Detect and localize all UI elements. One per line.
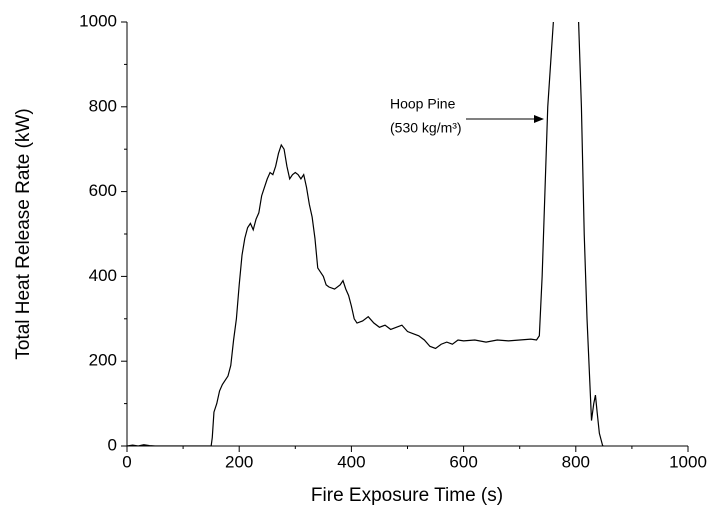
x-tick-label: 400	[337, 452, 365, 471]
y-tick-label: 800	[89, 96, 117, 115]
x-tick-label: 800	[562, 452, 590, 471]
y-tick-label: 1000	[79, 11, 117, 30]
x-tick-label: 0	[122, 452, 131, 471]
data-line	[127, 22, 604, 446]
y-tick-label: 400	[89, 266, 117, 285]
x-tick-label: 1000	[669, 452, 707, 471]
y-tick-label: 200	[89, 351, 117, 370]
y-tick-label: 600	[89, 181, 117, 200]
x-axis-label: Fire Exposure Time (s)	[311, 485, 503, 506]
x-tick-label: 200	[225, 452, 253, 471]
annotation: (530 kg/m³)	[390, 120, 462, 136]
x-tick-label: 600	[449, 452, 477, 471]
y-tick-label: 0	[108, 435, 117, 454]
annotation: Hoop Pine	[390, 96, 456, 112]
y-axis-label: Total Heat Release Rate (kW)	[13, 108, 34, 359]
